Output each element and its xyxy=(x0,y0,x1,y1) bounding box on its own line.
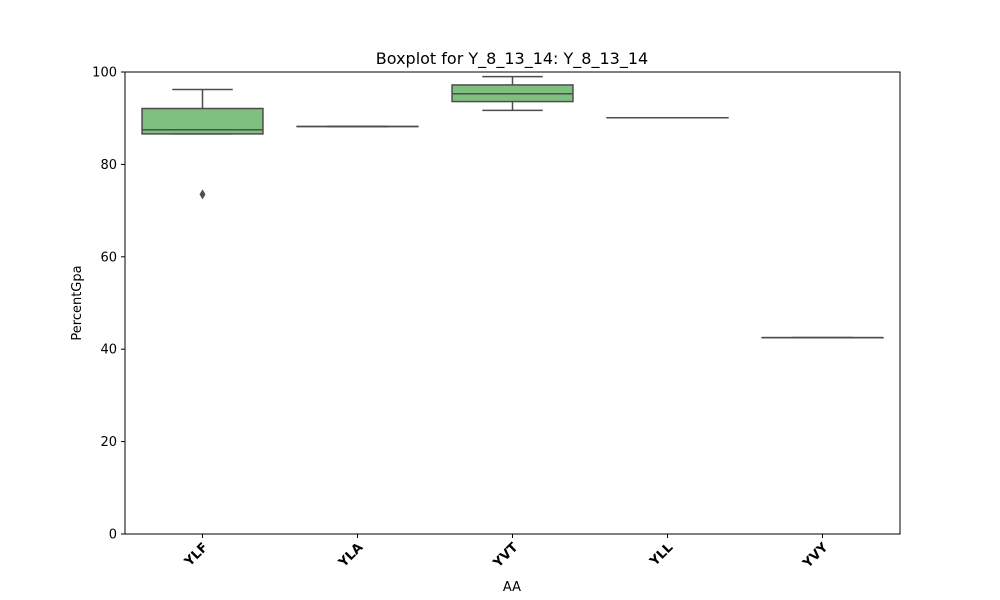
y-tick-label: 40 xyxy=(100,343,117,358)
plot-area xyxy=(124,71,901,535)
box-series xyxy=(141,75,884,339)
x-tick-label: YLA xyxy=(335,540,366,571)
y-tick-label: 0 xyxy=(109,528,117,543)
y-axis-label: PercentGpa xyxy=(70,265,85,340)
y-tick-label: 20 xyxy=(100,435,117,450)
x-tick-label: YVY xyxy=(800,540,832,572)
x-axis: YLF YLA YVT YLL YVY xyxy=(181,534,832,572)
x-axis-label: AA xyxy=(503,580,521,595)
x-tick-label: YVT xyxy=(490,540,521,571)
y-tick-label: 60 xyxy=(100,250,117,265)
x-tick-label: YLF xyxy=(181,540,211,570)
y-tick-label: 100 xyxy=(92,66,117,81)
y-axis: 0 20 40 60 80 100 xyxy=(92,66,125,543)
outlier-point xyxy=(199,189,206,200)
x-tick-label: YLL xyxy=(647,540,677,570)
y-tick-label: 80 xyxy=(100,158,117,173)
box-YVT xyxy=(451,75,574,112)
box-YLF xyxy=(141,88,264,200)
chart-title: Boxplot for Y_8_13_14: Y_8_13_14 xyxy=(376,49,648,69)
